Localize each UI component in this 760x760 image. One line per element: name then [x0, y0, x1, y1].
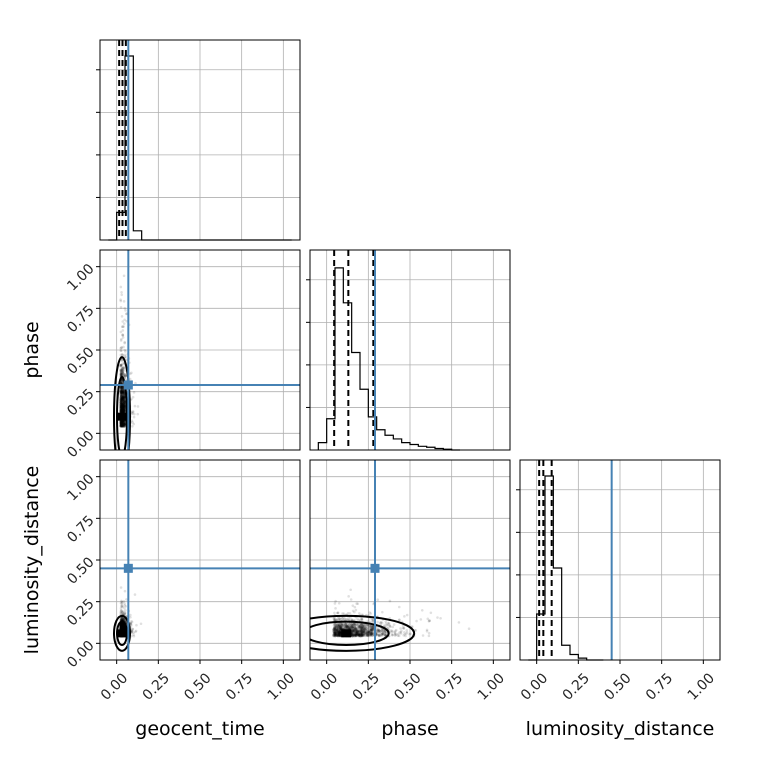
scatter-panel-geocent_time-phase	[99, 249, 301, 451]
scatter-panel-phase-luminosity_distance	[309, 459, 511, 661]
y-axis-label-luminosity_distance: luminosity_distance	[21, 466, 43, 655]
x-tick-label: 0.00	[308, 670, 341, 703]
x-tick-label: 0.25	[140, 670, 173, 703]
x-tick-label: 1.00	[265, 670, 298, 703]
hist-phase-frame	[309, 249, 511, 451]
y-tick-label: 0.00	[64, 428, 97, 461]
x-tick-label: 0.00	[518, 670, 551, 703]
density-peak	[117, 629, 127, 638]
x-axis-label-geocent_time: geocent_time	[135, 718, 264, 740]
truth-marker	[123, 380, 133, 390]
scatter-panel-geocent_time-luminosity_distance	[99, 459, 301, 661]
x-tick-label: 1.00	[685, 670, 718, 703]
contour	[310, 614, 416, 652]
histogram-luminosity_distance	[528, 475, 604, 661]
truth-marker	[370, 563, 380, 573]
contour	[113, 614, 131, 652]
x-tick-label: 0.50	[391, 670, 424, 703]
x-axis-label-luminosity_distance: luminosity_distance	[526, 718, 715, 740]
y-tick-label: 0.00	[64, 638, 97, 671]
y-tick-label: 0.25	[64, 596, 97, 629]
density-peak	[117, 412, 127, 421]
y-axis-label-phase: phase	[21, 321, 43, 378]
posterior-samples	[310, 588, 471, 652]
hist-panel-phase	[306, 249, 511, 451]
x-tick-label: 0.00	[98, 670, 131, 703]
hist-panel-luminosity_distance	[516, 459, 721, 661]
contour	[310, 620, 390, 646]
y-tick-label: 1.00	[64, 471, 97, 504]
density-peak	[341, 629, 352, 638]
y-tick-label: 0.75	[64, 303, 97, 336]
x-tick-label: 0.25	[350, 670, 383, 703]
hist-panel-geocent_time	[96, 39, 301, 241]
x-tick-label: 1.00	[475, 670, 508, 703]
x-tick-label: 0.50	[601, 670, 634, 703]
y-tick-label: 0.25	[64, 386, 97, 419]
hist-geocent_time-frame	[99, 39, 301, 241]
histogram-phase	[317, 267, 460, 451]
y-tick-label: 0.50	[64, 554, 97, 587]
y-tick-label: 0.75	[64, 513, 97, 546]
x-tick-label: 0.75	[433, 670, 466, 703]
posterior-samples	[113, 586, 143, 652]
x-axis-label-phase: phase	[381, 718, 438, 740]
truth-marker	[123, 563, 133, 573]
x-tick-label: 0.75	[223, 670, 256, 703]
contour	[113, 356, 131, 450]
x-tick-label: 0.75	[643, 670, 676, 703]
x-tick-label: 0.25	[560, 670, 593, 703]
x-tick-label: 0.50	[181, 670, 214, 703]
posterior-samples	[113, 274, 140, 450]
y-tick-label: 0.50	[64, 344, 97, 377]
y-tick-label: 1.00	[64, 261, 97, 294]
